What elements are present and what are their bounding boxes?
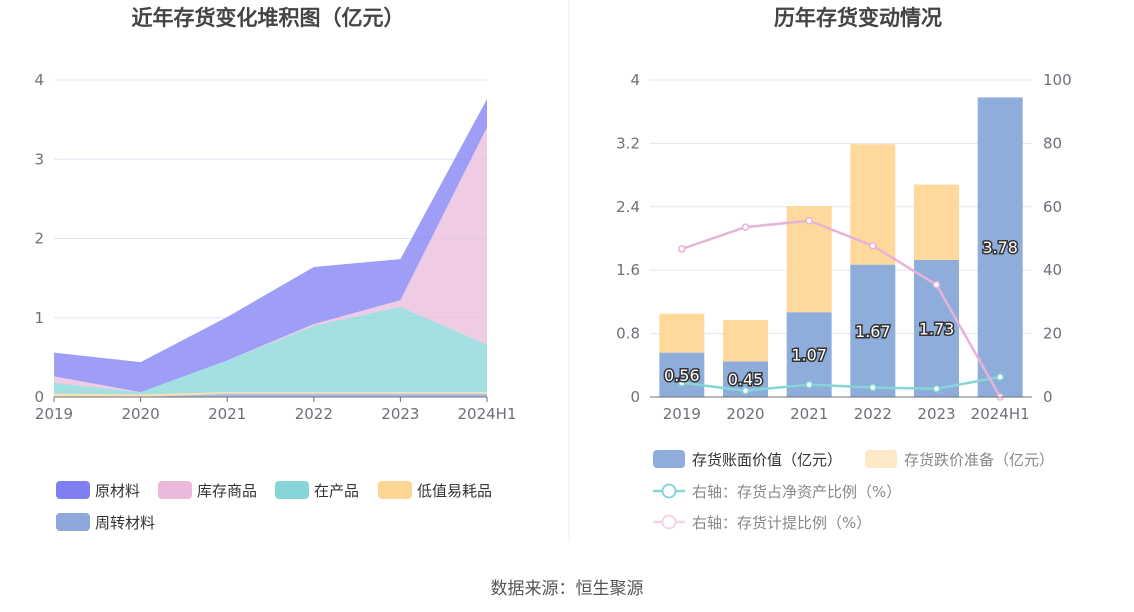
legend-label: 右轴：存货占净资产比例（%） bbox=[692, 483, 901, 501]
line-series bbox=[681, 375, 1001, 392]
line-point bbox=[869, 242, 877, 250]
data-source-note: 数据来源：恒生聚源 bbox=[490, 579, 644, 599]
legend-marker-swatch bbox=[661, 514, 677, 530]
x-tick-label: 2023 bbox=[917, 405, 955, 423]
y-tick-label: 3.2 bbox=[616, 134, 640, 152]
area-series bbox=[54, 306, 487, 395]
legend-label: 低值易耗品 bbox=[417, 482, 492, 500]
x-tick-label: 2019 bbox=[35, 405, 73, 423]
x-tick-label: 2019 bbox=[663, 405, 701, 423]
y-tick-label: 4 bbox=[34, 71, 44, 89]
y-tick-label: 0 bbox=[630, 388, 640, 406]
legend-label: 原材料 bbox=[95, 482, 140, 500]
y-tick-label: 0 bbox=[34, 388, 44, 406]
bar-data-label: 1.67 bbox=[855, 322, 891, 341]
y-tick-label: 1 bbox=[34, 309, 44, 327]
x-tick-label: 2023 bbox=[381, 405, 419, 423]
area-series bbox=[54, 392, 487, 397]
bar bbox=[977, 97, 1023, 397]
legend-swatch bbox=[653, 450, 685, 468]
line-point bbox=[932, 385, 941, 393]
legend-swatch bbox=[56, 513, 90, 531]
y2-tick-label: 40 bbox=[1043, 261, 1062, 279]
legend-label: 在产品 bbox=[314, 482, 359, 500]
legend-swatch bbox=[865, 450, 897, 468]
right-legend[interactable]: 存货账面价值（亿元） 存货跌价准备（亿元）右轴：存货占净资产比例（%） 右轴：存货计… bbox=[653, 450, 1054, 532]
legend-marker-swatch bbox=[661, 483, 677, 499]
line-point bbox=[741, 386, 750, 395]
line-point bbox=[805, 216, 813, 225]
right-data-labels: 0.56 0.45 1.07 1.67 1.73 3.78 bbox=[663, 237, 1020, 391]
y-tick-label: 1.6 bbox=[616, 261, 640, 279]
bar bbox=[850, 264, 896, 397]
legend-label: 存货跌价准备（亿元） bbox=[904, 451, 1054, 469]
x-tick-label: 2021 bbox=[790, 405, 828, 423]
bar-data-label: 0.45 bbox=[728, 370, 764, 389]
bar-data-label: 0.56 bbox=[664, 366, 700, 385]
y-tick-label: 3 bbox=[34, 150, 44, 168]
bar bbox=[659, 313, 705, 353]
stacked-bar-line-chart: 历年存货变动情况 0.56 0.45 1.07 1.67 1.73 3.78 0 0.8 1.… bbox=[616, 6, 1072, 532]
bar-data-label: 1.73 bbox=[919, 319, 955, 338]
y-tick-label: 4 bbox=[630, 71, 640, 89]
y2-tick-label: 0 bbox=[1043, 388, 1053, 406]
x-tick-label: 2020 bbox=[726, 405, 764, 423]
legend-swatch bbox=[158, 481, 192, 499]
y-tick-label: 0.8 bbox=[616, 325, 640, 343]
legend-swatch bbox=[275, 481, 309, 499]
y-tick-label: 2.4 bbox=[616, 198, 640, 216]
line-point bbox=[678, 378, 686, 387]
legend-label: 存货账面价值（亿元） bbox=[692, 451, 842, 469]
x-tick-label: 2020 bbox=[122, 405, 160, 423]
left-axes: 0 1 2 3 4 2019 2020 2021 2022 2023 2024H1 bbox=[34, 71, 516, 423]
x-tick-label: 2021 bbox=[208, 405, 246, 423]
x-tick-label: 2024H1 bbox=[971, 405, 1030, 423]
bar-data-label: 1.07 bbox=[791, 346, 827, 365]
y2-tick-label: 20 bbox=[1043, 325, 1062, 343]
legend-label: 库存商品 bbox=[197, 482, 257, 500]
right-chart-title: 历年存货变动情况 bbox=[774, 6, 942, 30]
y2-tick-label: 60 bbox=[1043, 198, 1062, 216]
y2-tick-label: 100 bbox=[1043, 71, 1072, 89]
legend-label: 右轴：存货计提比例（%） bbox=[692, 514, 871, 532]
line-point bbox=[678, 245, 686, 253]
line-point bbox=[805, 380, 813, 389]
stacked-area-chart: 近年存货变化堆积图（亿元） 0 1 2 3 4 2019 2020 2021 2022 2023 2… bbox=[34, 6, 516, 532]
bar bbox=[914, 184, 959, 260]
line-point bbox=[741, 223, 750, 231]
legend-swatch bbox=[56, 481, 90, 499]
right-gridlines bbox=[650, 79, 1032, 398]
left-chart-title: 近年存货变化堆积图（亿元） bbox=[132, 6, 405, 30]
x-tick-label: 2022 bbox=[295, 405, 333, 423]
line-point bbox=[996, 373, 1004, 381]
x-tick-label: 2022 bbox=[854, 405, 892, 423]
bar bbox=[723, 320, 768, 362]
area-series bbox=[54, 99, 487, 393]
area-series bbox=[54, 393, 487, 397]
left-area-series bbox=[54, 99, 487, 397]
line-series bbox=[681, 219, 1002, 398]
bar-data-label: 3.78 bbox=[982, 238, 1018, 257]
y-tick-label: 2 bbox=[34, 230, 44, 248]
right-bar-series bbox=[659, 97, 1023, 397]
legend-label: 周转材料 bbox=[95, 514, 155, 532]
bar bbox=[659, 352, 705, 397]
line-point bbox=[869, 383, 877, 392]
legend-swatch bbox=[378, 481, 412, 499]
line-point bbox=[932, 281, 941, 289]
x-tick-label: 2024H1 bbox=[458, 405, 517, 423]
right-line-series bbox=[678, 216, 1004, 401]
y2-tick-label: 80 bbox=[1043, 134, 1062, 152]
